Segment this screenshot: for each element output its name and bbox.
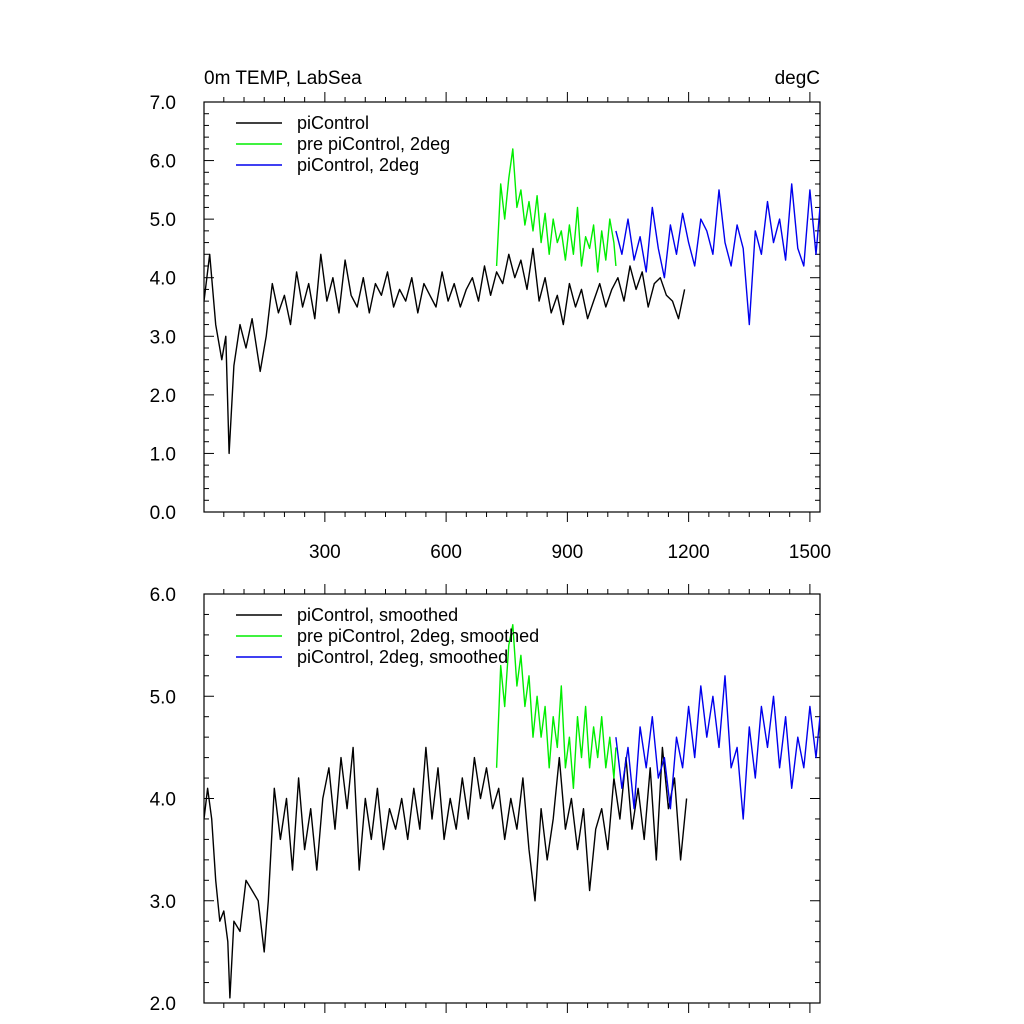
top-series-line-2 <box>495 148 617 273</box>
top-ytick-label: 6.0 <box>150 152 176 173</box>
top-legend-label-3: piControl, 2deg <box>297 155 419 175</box>
bottom-series-line-1 <box>204 746 688 999</box>
top-xtick-label: 900 <box>552 542 584 563</box>
top-ytick-label: 2.0 <box>150 386 176 407</box>
bottom-ytick-label: 2.0 <box>150 994 176 1015</box>
top-legend-label-1: piControl <box>297 113 369 133</box>
top-series-line-3 <box>615 183 820 326</box>
bottom-ytick-label: 6.0 <box>150 585 176 606</box>
bottom-legend-label-3: piControl, 2deg, smoothed <box>297 647 508 667</box>
top-ytick-label: 5.0 <box>150 210 176 231</box>
bottom-ytick-label: 4.0 <box>150 790 176 811</box>
top-ytick-label: 0.0 <box>150 503 176 524</box>
top-legend-label-2: pre piControl, 2deg <box>297 134 450 154</box>
top-ytick-label: 7.0 <box>150 93 176 114</box>
top-plot-frame <box>203 101 821 513</box>
bottom-legend-label-2: pre piControl, 2deg, smoothed <box>297 626 539 646</box>
top-ytick-label: 1.0 <box>150 444 176 465</box>
bottom-series-line-3 <box>615 675 820 820</box>
top-ytick-label: 4.0 <box>150 269 176 290</box>
bottom-legend-label-1: piControl, smoothed <box>297 605 458 625</box>
bottom-ytick-label: 5.0 <box>150 687 176 708</box>
top-xtick-label: 1200 <box>667 542 709 563</box>
top-xtick-label: 600 <box>430 542 462 563</box>
top-chart-panel: 0m TEMP, LabSea degC 0.0 1.0 2.0 3.0 4.0 5.0 6… <box>150 68 831 563</box>
bottom-ytick-label: 3.0 <box>150 892 176 913</box>
top-series-line-1 <box>204 247 686 455</box>
top-chart-title-left: 0m TEMP, LabSea <box>204 68 362 89</box>
top-xtick-label: 1500 <box>789 542 831 563</box>
top-xtick-label: 300 <box>309 542 341 563</box>
top-chart-title-right: degC <box>775 68 820 89</box>
top-ytick-label: 3.0 <box>150 327 176 348</box>
bottom-series-line-2 <box>495 624 617 789</box>
